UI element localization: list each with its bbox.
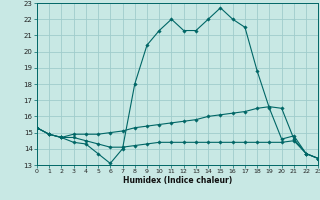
X-axis label: Humidex (Indice chaleur): Humidex (Indice chaleur) <box>123 176 232 185</box>
